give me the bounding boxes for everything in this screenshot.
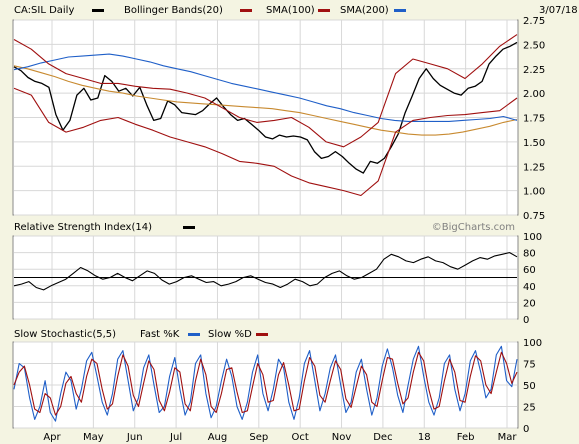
legend-sma200-label: SMA(200) — [340, 5, 389, 16]
x-tick-label: Mar — [498, 432, 518, 443]
rsi-y-tick-label: 60 — [523, 265, 536, 276]
watermark: ©BigCharts.com — [432, 222, 515, 233]
x-tick-label: Nov — [332, 432, 352, 443]
price-sma-100-line — [13, 65, 518, 136]
stoch-slow-d-line — [13, 351, 518, 416]
rsi-y-axis: 0 20 40 60 80 100 — [523, 232, 542, 326]
price-y-tick-label: 1.25 — [523, 162, 545, 173]
legend-swatch-sma100 — [318, 9, 330, 12]
x-tick-label: 18 — [418, 432, 431, 443]
price-sma-200-line — [13, 53, 518, 122]
price-bollinger-lower-line — [13, 87, 518, 197]
rsi-series-group — [13, 252, 518, 291]
x-tick-label: Aug — [208, 432, 228, 443]
x-tick-label: Feb — [457, 432, 475, 443]
stoch-gridlines — [14, 341, 517, 429]
price-ca-sil-daily-line — [13, 41, 518, 174]
legend-swatch-rsi — [183, 226, 195, 229]
price-bollinger-upper-line — [13, 34, 518, 148]
price-y-tick-label: 2.50 — [523, 40, 545, 51]
rsi-y-tick-label: 100 — [523, 232, 542, 243]
price-y-tick-label: 1.75 — [523, 114, 545, 125]
rsi-y-tick-label: 40 — [523, 282, 536, 293]
stoch-series-group — [13, 345, 518, 422]
stoch-y-axis: 0 25 50 75 100 — [523, 338, 542, 435]
x-tick-label: Sep — [249, 432, 268, 443]
stoch-fast-k-line — [13, 345, 518, 422]
stoch-y-tick-label: 25 — [523, 403, 536, 414]
x-tick-label: Oct — [292, 432, 309, 443]
rsi-title: Relative Strength Index(14) — [14, 222, 152, 233]
legend-sma100-label: SMA(100) — [266, 5, 315, 16]
legend-fastk-label: Fast %K — [140, 329, 180, 340]
stoch-y-tick-label: 0 — [523, 424, 529, 435]
x-tick-label: Jun — [126, 432, 143, 443]
price-series-group — [13, 34, 518, 197]
stoch-y-tick-label: 75 — [523, 360, 536, 371]
rsi-relative-strength-index-14-line — [13, 252, 518, 291]
rsi-y-tick-label: 80 — [523, 249, 536, 260]
x-tick-label: Apr — [43, 432, 61, 443]
x-tick-label: May — [83, 432, 104, 443]
symbol-label: CA:SIL Daily — [14, 5, 74, 16]
stoch-y-tick-label: 50 — [523, 381, 536, 392]
legend-swatch-sma200 — [394, 9, 406, 12]
rsi-y-tick-label: 0 — [523, 315, 529, 326]
x-tick-label: Jul — [169, 432, 182, 443]
price-y-tick-label: 2.00 — [523, 89, 545, 100]
date-label: 3/07/18 — [539, 5, 578, 16]
price-y-tick-label: 2.75 — [523, 16, 545, 27]
rsi-gridlines — [14, 235, 517, 320]
x-axis: Apr May Jun Jul Aug Sep Oct Nov Dec 18 Feb Mar — [43, 432, 517, 443]
legend-swatch-fastk — [188, 333, 200, 336]
legend-swatch-bollinger — [240, 9, 252, 12]
legend-swatch-price — [92, 9, 104, 12]
stoch-title: Slow Stochastic(5,5) — [14, 329, 116, 340]
price-y-axis: 0.75 1.00 1.25 1.50 1.75 2.00 2.25 2.50 2.75 — [523, 16, 545, 222]
price-y-tick-label: 1.00 — [523, 187, 545, 198]
stoch-y-tick-label: 100 — [523, 338, 542, 349]
legend-slowd-label: Slow %D — [208, 329, 252, 340]
rsi-y-tick-label: 20 — [523, 298, 536, 309]
price-y-tick-label: 2.25 — [523, 65, 545, 76]
legend-bollinger-label: Bollinger Bands(20) — [124, 5, 223, 16]
x-tick-label: Dec — [373, 432, 392, 443]
price-y-tick-label: 0.75 — [523, 211, 545, 222]
price-gridlines — [14, 19, 517, 216]
price-y-tick-label: 1.50 — [523, 138, 545, 149]
legend-swatch-slowd — [256, 333, 268, 336]
